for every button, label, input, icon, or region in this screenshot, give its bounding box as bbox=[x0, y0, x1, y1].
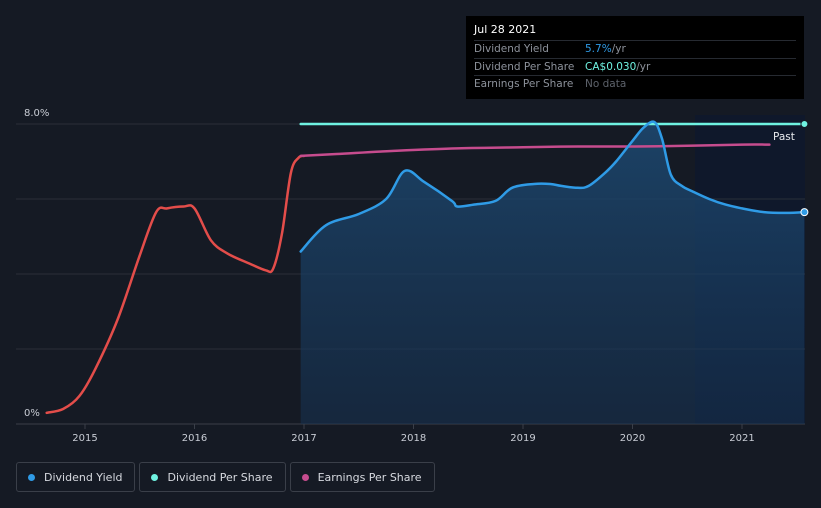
tooltip-value: No data bbox=[585, 78, 627, 91]
legend-item-dividend-yield[interactable]: Dividend Yield bbox=[16, 462, 136, 492]
legend-label: Dividend Yield bbox=[44, 470, 123, 484]
tooltip-unit: /yr bbox=[611, 43, 626, 56]
series-layer bbox=[45, 120, 809, 415]
ticks-layer: 2015 2016 2017 2018 2019 2020 2021 bbox=[72, 424, 755, 444]
earnings-per-share-dot-icon bbox=[301, 473, 309, 481]
dividend-per-share-dot-icon bbox=[151, 473, 159, 481]
tooltip-value: CA$0.030 bbox=[585, 60, 637, 73]
tooltip-row-dividend-per-share: Dividend Per Share CA$0.030 /yr bbox=[474, 57, 796, 76]
tooltip-row-earnings-per-share: Earnings Per Share No data bbox=[474, 75, 796, 93]
tooltip-label: Dividend Yield bbox=[474, 43, 549, 56]
dividend-yield-marker bbox=[800, 208, 809, 217]
dividend-yield-dot-icon bbox=[28, 473, 35, 481]
legend-label: Dividend Per Share bbox=[167, 470, 273, 484]
legend: Dividend Yield Dividend Per Share Earnin… bbox=[16, 462, 435, 492]
y-tick-label-bottom: 0% bbox=[24, 408, 40, 419]
tooltip-date: Jul 28 2021 bbox=[474, 23, 537, 36]
tooltip-unit: /yr bbox=[636, 60, 651, 73]
x-tick-label: 2018 bbox=[401, 433, 426, 444]
tooltip-label: Earnings Per Share bbox=[474, 78, 574, 91]
area-layer bbox=[300, 121, 805, 424]
dividend-per-share-marker bbox=[800, 120, 809, 128]
tooltip: Jul 28 2021 Dividend Yield 5.7% /yr Divi… bbox=[466, 16, 804, 99]
x-tick-label: 2016 bbox=[182, 433, 207, 444]
tooltip-label: Dividend Per Share bbox=[474, 60, 575, 73]
legend-item-dividend-per-share[interactable]: Dividend Per Share bbox=[139, 462, 286, 492]
dividend-yield-area bbox=[300, 121, 805, 424]
past-label: Past bbox=[773, 131, 795, 143]
legend-label: Earnings Per Share bbox=[317, 470, 422, 484]
x-tick-label: 2017 bbox=[291, 433, 316, 444]
x-tick-label: 2015 bbox=[72, 433, 97, 444]
x-tick-label: 2021 bbox=[729, 433, 754, 444]
tooltip-value: 5.7% bbox=[585, 43, 612, 56]
x-tick-label: 2020 bbox=[620, 433, 645, 444]
x-tick-label: 2019 bbox=[510, 433, 535, 444]
dividend-yield-line bbox=[299, 120, 806, 253]
y-tick-label-top: 8.0% bbox=[24, 108, 49, 119]
tooltip-row-dividend-yield: Dividend Yield 5.7% /yr bbox=[474, 40, 796, 58]
earnings-per-share-earlier-line bbox=[45, 154, 306, 415]
legend-item-earnings-per-share[interactable]: Earnings Per Share bbox=[289, 462, 435, 492]
earnings-per-share-line bbox=[299, 143, 771, 158]
